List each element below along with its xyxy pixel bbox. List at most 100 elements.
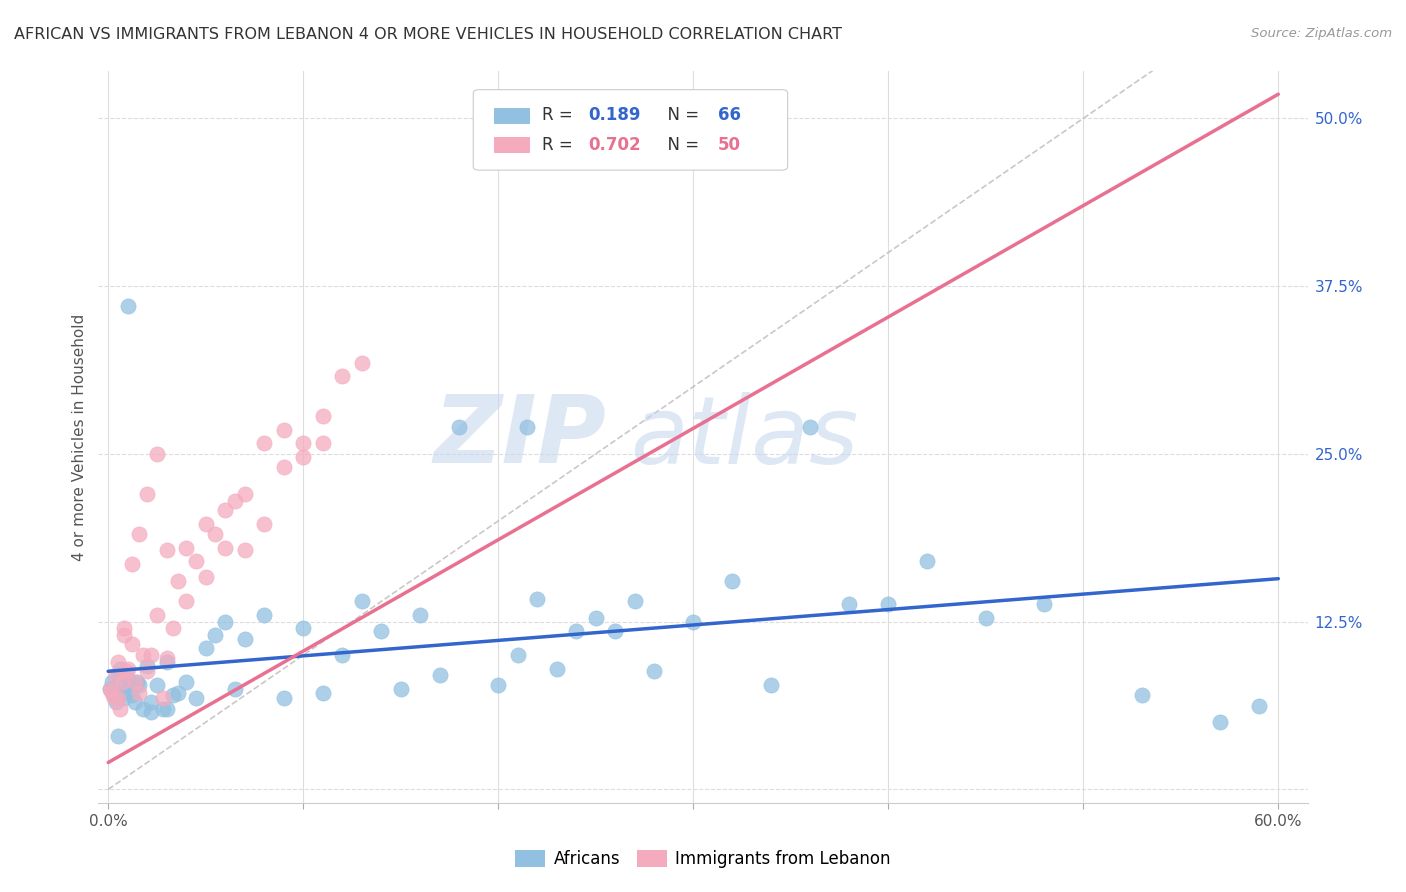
Text: 0.702: 0.702	[588, 136, 641, 153]
Point	[312, 409, 335, 424]
Point	[194, 570, 217, 584]
Point	[214, 615, 236, 629]
Point	[114, 665, 136, 679]
Point	[506, 648, 529, 662]
Point	[194, 641, 217, 656]
Point	[429, 668, 451, 682]
Point	[204, 628, 226, 642]
Point	[146, 607, 169, 622]
Point	[118, 681, 141, 696]
Point	[214, 503, 236, 517]
Point	[124, 695, 146, 709]
Point	[682, 615, 704, 629]
Point	[152, 702, 174, 716]
Point	[233, 543, 256, 558]
Point	[139, 695, 162, 709]
Point	[167, 574, 190, 589]
Point	[350, 355, 373, 369]
Point	[1247, 699, 1270, 714]
Point	[174, 541, 197, 555]
Point	[449, 420, 471, 434]
Point	[162, 621, 184, 635]
Point	[128, 527, 150, 541]
Point	[127, 675, 149, 690]
Point	[370, 624, 392, 638]
Point	[107, 655, 129, 669]
Point	[103, 689, 125, 703]
Text: atlas: atlas	[630, 392, 859, 483]
Point	[273, 423, 295, 437]
Point	[974, 610, 997, 624]
Point	[156, 702, 179, 716]
Point	[330, 369, 353, 384]
Text: 66: 66	[717, 106, 741, 124]
Point	[1130, 689, 1153, 703]
Point	[139, 648, 162, 662]
Point	[233, 632, 256, 646]
Point	[273, 460, 295, 475]
Point	[546, 662, 568, 676]
Text: 50: 50	[717, 136, 741, 153]
Point	[162, 689, 184, 703]
Point	[107, 691, 129, 706]
Point	[152, 691, 174, 706]
Point	[136, 665, 159, 679]
Point	[312, 436, 335, 450]
Point	[136, 487, 159, 501]
Text: N =: N =	[657, 136, 704, 153]
FancyBboxPatch shape	[474, 90, 787, 170]
Point	[526, 591, 548, 606]
Point	[184, 691, 207, 706]
Text: AFRICAN VS IMMIGRANTS FROM LEBANON 4 OR MORE VEHICLES IN HOUSEHOLD CORRELATION C: AFRICAN VS IMMIGRANTS FROM LEBANON 4 OR …	[14, 27, 842, 42]
Point	[273, 691, 295, 706]
Bar	[494, 108, 530, 124]
Point	[174, 675, 197, 690]
Point	[409, 607, 432, 622]
Point	[117, 662, 139, 676]
Point	[132, 702, 155, 716]
Text: ZIP: ZIP	[433, 391, 606, 483]
Text: N =: N =	[657, 106, 704, 124]
Point	[312, 686, 335, 700]
Point	[103, 691, 125, 706]
Point	[128, 686, 150, 700]
Point	[253, 516, 276, 531]
Point	[721, 574, 744, 589]
Point	[98, 681, 121, 696]
Point	[214, 541, 236, 555]
Text: 0.189: 0.189	[588, 106, 641, 124]
Point	[224, 493, 246, 508]
Point	[204, 527, 226, 541]
Point	[156, 651, 179, 665]
Point	[389, 681, 412, 696]
Point	[253, 436, 276, 450]
Point	[132, 648, 155, 662]
Point	[585, 610, 607, 624]
Point	[486, 678, 509, 692]
Point	[292, 450, 315, 464]
Point	[121, 557, 143, 571]
Text: R =: R =	[543, 136, 578, 153]
Point	[605, 624, 627, 638]
Point	[112, 628, 135, 642]
Point	[1033, 597, 1056, 611]
Point	[877, 597, 900, 611]
Point	[194, 516, 217, 531]
Point	[330, 648, 353, 662]
Point	[184, 554, 207, 568]
Point	[128, 678, 150, 692]
Point	[107, 729, 129, 743]
Text: Source: ZipAtlas.com: Source: ZipAtlas.com	[1251, 27, 1392, 40]
Point	[174, 594, 197, 608]
Point	[292, 436, 315, 450]
Point	[146, 447, 169, 461]
Point	[107, 668, 129, 682]
Point	[917, 554, 939, 568]
Point	[139, 705, 162, 719]
Point	[224, 681, 246, 696]
Point	[124, 675, 146, 690]
Point	[761, 678, 783, 692]
Point	[156, 543, 179, 558]
Point	[112, 621, 135, 635]
Point	[121, 689, 143, 703]
